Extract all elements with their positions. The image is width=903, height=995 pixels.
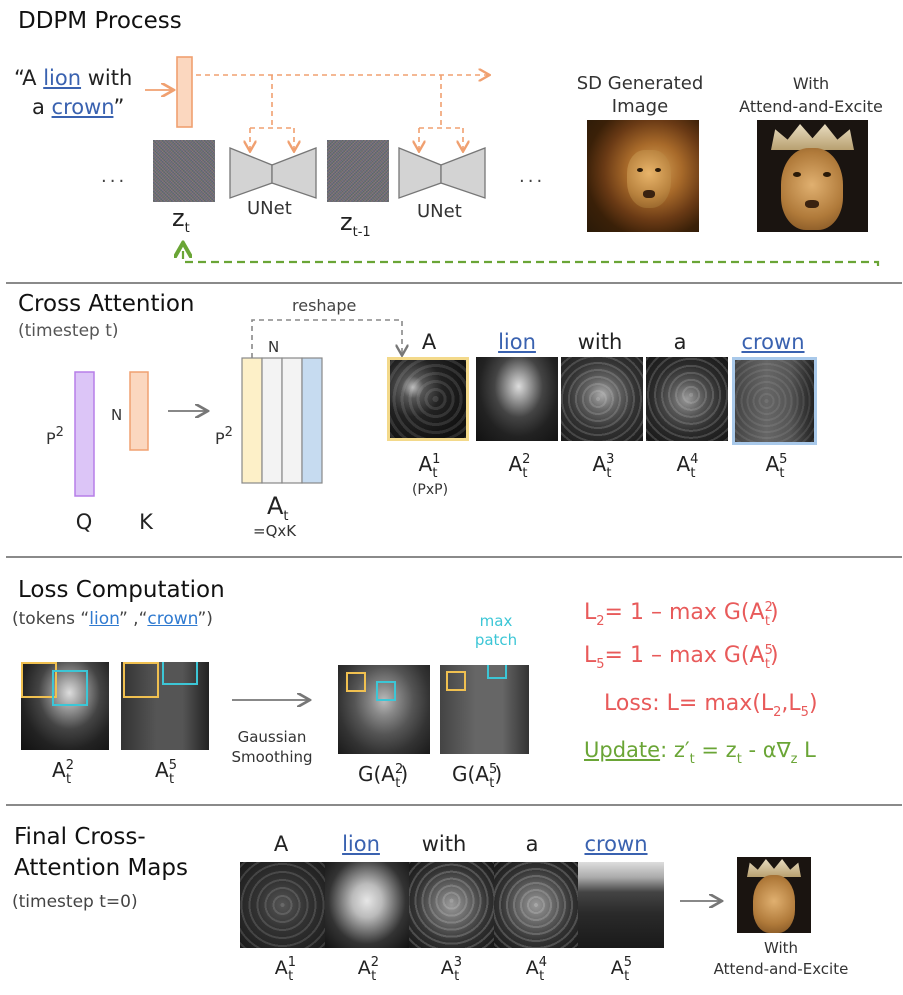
loss-label-a2: A2t	[52, 758, 74, 787]
label-reshape: reshape	[292, 296, 357, 315]
cross-attn-map-4	[646, 357, 728, 441]
loss-map-a5	[121, 662, 209, 750]
dots-right: ...	[519, 166, 546, 187]
dots-left: ...	[101, 166, 128, 187]
final-token-3: with	[421, 832, 467, 856]
cross-map-label-3: A3t	[592, 452, 615, 481]
final-title: Final Cross- Attention Maps	[14, 824, 188, 881]
final-map-label-5: A5t	[610, 955, 633, 984]
divider-2	[6, 556, 902, 558]
prompt-token-crown: crown	[51, 95, 114, 119]
loss-label-a5: A5t	[155, 758, 177, 787]
prompt-text: “A lion with a crown”	[14, 66, 133, 119]
final-token-5: crown	[584, 832, 648, 856]
loss-title: Loss Computation	[18, 577, 225, 603]
final-attn-map-3	[409, 862, 494, 948]
cross-map-label-4: A4t	[676, 452, 699, 481]
cross-attn-map-3	[561, 357, 643, 441]
divider-1	[6, 282, 902, 284]
loss-box-yellow	[123, 662, 159, 698]
label-unet-2: UNet	[417, 201, 462, 222]
label-p2-at: P2	[215, 425, 233, 448]
text-encoder-bar	[176, 56, 193, 128]
unet-block-1	[229, 147, 317, 199]
final-subtitle: (timestep t=0)	[12, 892, 138, 912]
loss-box-yellow	[21, 662, 57, 698]
k-matrix	[129, 371, 149, 451]
cross-token-4: a	[673, 330, 687, 354]
gaussian-smoothing-label: Gaussian Smoothing	[231, 728, 313, 766]
final-token-4: a	[525, 832, 539, 856]
final-token-2: lion	[342, 832, 380, 856]
noise-latent-zt	[153, 140, 215, 202]
q-matrix	[74, 371, 95, 497]
final-arrow	[680, 891, 728, 911]
cross-token-2: lion	[498, 330, 536, 354]
final-attn-map-5	[578, 862, 664, 948]
loss-eq-l2: L2= 1 – max G(A2t)	[584, 600, 779, 629]
cross-attn-map-5	[732, 357, 817, 445]
sd-image-label: SD Generated Image	[576, 73, 704, 117]
label-unet-1: UNet	[247, 198, 292, 219]
loss-map-g5	[440, 665, 529, 754]
crown-icon	[771, 124, 854, 150]
final-attn-map-2	[325, 862, 409, 948]
cross-attn-map-2	[476, 357, 558, 441]
noise-latent-zt1	[327, 140, 389, 202]
final-token-1: A	[273, 832, 289, 856]
label-n-at: N	[268, 338, 280, 356]
final-map-label-4: A4t	[525, 955, 548, 984]
cross-map-label-5: A5t	[765, 452, 788, 481]
label-p2-q: P2	[46, 425, 64, 448]
label-q: Q	[75, 510, 93, 534]
label-zt: zt	[172, 204, 190, 236]
loss-label-g5: G(A5t)	[452, 762, 503, 791]
final-attn-map-1	[240, 862, 325, 948]
prompt-token-lion: lion	[43, 66, 82, 90]
ddpm-title: DDPM Process	[18, 8, 182, 34]
cross-map-label-2: A2t	[508, 452, 531, 481]
label-pxp: (PxP)	[411, 482, 449, 498]
label-zt1: zt-1	[340, 208, 371, 240]
reshape-arrow	[251, 319, 402, 358]
cross-attention-subtitle: (timestep t)	[18, 321, 119, 341]
loss-box-cyan	[162, 662, 198, 685]
gaussian-arrow	[232, 690, 318, 710]
loss-box-cyan	[52, 670, 88, 706]
update-feedback-arrow	[183, 245, 880, 270]
divider-3	[6, 804, 902, 806]
sd-generated-lion-image	[587, 120, 699, 232]
cross-attn-map-1	[387, 357, 469, 441]
final-map-label-3: A3t	[440, 955, 463, 984]
final-map-label-2: A2t	[357, 955, 380, 984]
final-ae-lioness-image	[737, 857, 811, 933]
max-patch-label: max patch	[474, 612, 518, 649]
loss-eq-total: Loss: L= max(L2,L5)	[604, 691, 818, 720]
ae-generated-lioness-image	[757, 120, 868, 232]
ddpm-diagram	[145, 56, 880, 270]
label-k: K	[139, 510, 153, 534]
cross-token-3: with	[577, 330, 623, 354]
label-n-k: N	[111, 406, 123, 424]
attention-matrix-at	[301, 357, 323, 484]
final-map-label-1: A1t	[274, 955, 297, 984]
loss-map-g2	[338, 665, 430, 754]
cross-attention-title: Cross Attention	[18, 291, 195, 317]
loss-tokens: (tokens “lion” ,“crown”)	[12, 609, 213, 629]
ae-image-label: With Attend-and-Excite	[739, 74, 883, 116]
loss-eq-l5: L5= 1 – max G(A5t)	[584, 643, 779, 672]
label-at: At	[267, 492, 289, 524]
update-eq: Update: z′t = zt - α∇z L	[584, 738, 816, 767]
cross-map-label-1: A1t	[418, 452, 441, 481]
loss-map-a2	[21, 662, 109, 750]
unet-block-2	[398, 147, 486, 199]
final-ae-label: With Attend-and-Excite	[713, 939, 849, 978]
cross-token-5: crown	[741, 330, 805, 354]
label-qxk: =QxK	[253, 522, 297, 540]
cross-attention-diagram	[74, 319, 903, 497]
cross-token-1: A	[421, 330, 437, 354]
loss-label-g2: G(A2t)	[358, 762, 409, 791]
final-attn-map-4	[494, 862, 578, 948]
